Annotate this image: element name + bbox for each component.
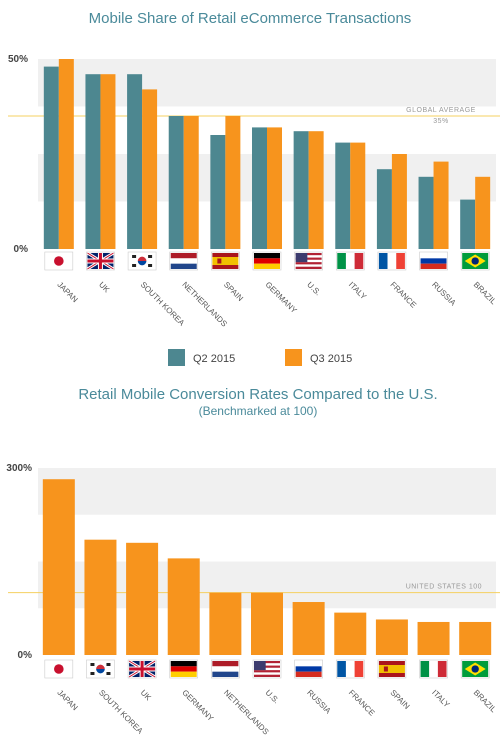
bar [183,116,199,249]
bar [209,592,242,655]
bar [252,127,267,249]
bar [375,619,408,655]
bar [225,116,241,249]
bar [460,199,476,249]
category-label: NETHERLANDS [222,688,270,736]
category-label: UK [139,688,154,703]
bar [267,127,282,249]
category-label: BRAZIL [472,688,499,715]
category-label: JAPAN [55,688,79,712]
bar [42,479,75,655]
flag-brazil [460,659,490,679]
flag-germany [169,659,199,679]
bar [417,621,450,655]
category-label: ITALY [347,280,369,302]
y-tick-label: 0% [18,650,33,661]
bar [127,74,143,249]
bar [292,602,325,655]
flag-france [335,659,365,679]
bar [433,161,449,249]
bar [85,74,101,249]
bar [251,592,283,655]
category-label: ITALY [430,688,452,710]
reference-value: 35% [433,118,449,125]
bar [335,142,351,249]
flag-netherlands [211,659,240,679]
conversion-rate-chart: Retail Mobile Conversion Rates Compared … [6,386,500,737]
flag-south-korea [127,251,157,271]
flag-france [377,251,407,271]
reference-label: GLOBAL AVERAGE [406,107,476,114]
bar [459,621,492,655]
bar [308,131,324,249]
category-label: UK [97,280,112,295]
category-label: SOUTH KOREA [97,688,145,736]
flag-south-korea [86,659,115,679]
bar [391,154,407,249]
bar [334,612,367,655]
flag-uk [127,659,157,679]
bar [43,66,59,249]
flag-brazil [460,251,490,271]
flag-netherlands [169,251,199,271]
category-label: FRANCE [347,688,377,718]
category-label: RUSSIA [305,688,333,716]
category-label: GERMANY [180,688,215,723]
flag-russia [419,251,448,271]
category-label: NETHERLANDS [180,280,228,328]
mobile-share-chart: Mobile Share of Retail eCommerce Transac… [8,10,500,366]
bar [126,542,159,655]
bar [142,89,158,250]
chart1-title: Mobile Share of Retail eCommerce Transac… [89,10,412,27]
bar [350,142,366,249]
flag-us [294,251,323,271]
chart2-subtitle: (Benchmarked at 100) [199,404,318,418]
legend-swatch [285,349,302,366]
flag-us [252,659,282,679]
flag-germany [252,251,282,271]
bar [168,116,184,249]
category-label: U.S. [305,280,322,297]
category-label: RUSSIA [430,280,458,308]
bar [376,169,392,249]
chart2-title: Retail Mobile Conversion Rates Compared … [78,386,437,403]
y-tick-label: 300% [6,463,32,474]
grid-band [38,468,496,515]
category-label: BRAZIL [472,280,499,307]
chart1-legend: Q2 2015 Q3 2015 [168,349,352,366]
flag-spain [211,251,240,271]
bar [210,135,226,249]
bar [58,59,74,249]
bar [475,176,491,249]
bar [100,74,116,249]
bar [167,558,200,655]
y-tick-label: 50% [8,54,28,65]
legend-label: Q2 2015 [193,353,235,365]
category-label: SPAIN [388,688,411,711]
y-tick-label: 0% [14,244,29,255]
reference-label: UNITED STATES 100 [406,584,482,591]
bar [293,131,309,249]
flag-russia [294,659,323,679]
bar [84,539,117,655]
category-label: SPAIN [222,280,245,303]
flag-uk [86,251,115,271]
legend-swatch [168,349,185,366]
flag-spain [377,659,407,679]
flag-japan [44,251,74,271]
category-label: FRANCE [388,280,418,310]
legend-label: Q3 2015 [310,353,352,365]
flag-italy [335,251,365,271]
category-label: JAPAN [55,280,79,304]
category-label: GERMANY [264,280,299,315]
bar [418,176,434,249]
category-label: U.S. [264,688,281,705]
category-label: SOUTH KOREA [139,280,187,328]
flag-italy [419,659,448,679]
flag-japan [44,659,74,679]
